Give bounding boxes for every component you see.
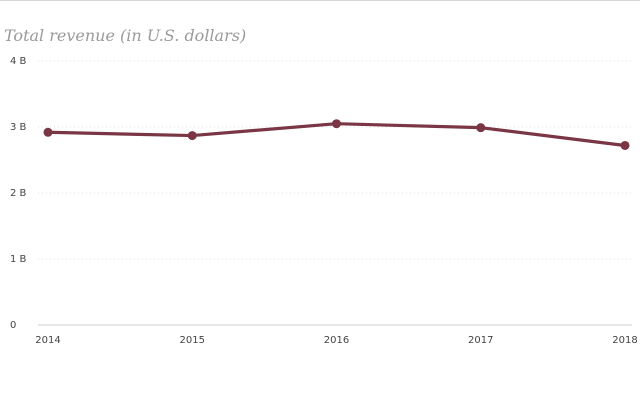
y-tick-labels: 0 1 B 2 B 3 B 4 B	[10, 56, 27, 331]
data-point-2015[interactable]	[187, 131, 197, 141]
data-point-2016[interactable]	[332, 119, 341, 129]
y-tick-label: 1 B	[10, 254, 27, 265]
x-tick-label: 2017	[468, 335, 493, 346]
x-tick-label: 2018	[612, 335, 637, 346]
x-tick-labels: 2014 2015 2016 2017 2018	[35, 335, 637, 346]
x-tick-label: 2014	[35, 335, 60, 346]
data-points	[43, 119, 630, 150]
y-tick-label: 3 B	[10, 122, 27, 133]
y-tick-label: 4 B	[10, 56, 27, 67]
top-divider	[0, 0, 640, 1]
x-tick-label: 2015	[180, 335, 205, 346]
y-tick-label: 0	[10, 320, 16, 331]
gridlines	[38, 60, 632, 260]
data-point-2018[interactable]	[620, 140, 630, 150]
x-tick-label: 2016	[324, 335, 349, 346]
y-tick-label: 2 B	[10, 188, 27, 199]
data-point-2017[interactable]	[476, 123, 486, 133]
chart-title: Total revenue (in U.S. dollars)	[4, 26, 247, 45]
data-point-2014[interactable]	[43, 127, 53, 137]
